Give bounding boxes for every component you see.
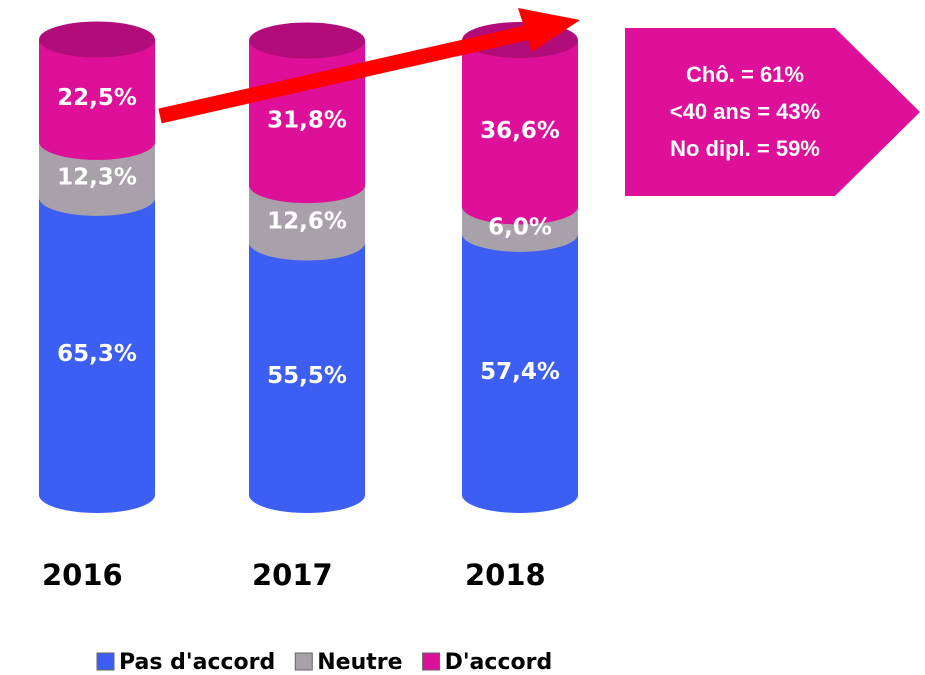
annotation-line: <40 ans = 43% [670,99,820,124]
legend-label: D'accord [445,650,553,675]
cylinder-segment [249,185,365,261]
x-tick-label: 2016 [42,558,123,592]
cylinder-segment [462,40,578,225]
value-label: 31,8% [267,107,347,133]
cylinder-top [39,21,155,58]
value-label: 6,0% [488,215,552,241]
legend-label: Neutre [317,650,402,675]
legend-label: Pas d'accord [119,650,275,675]
legend-swatch [294,652,313,671]
value-label: 12,3% [57,164,137,190]
cylinder-top [249,22,365,59]
cylinder-segment [39,39,155,160]
legend-swatch [422,652,441,671]
x-tick-label: 2018 [465,558,546,592]
value-label: 22,5% [57,85,137,111]
value-label: 36,6% [480,118,560,144]
cylinder-segment [39,141,155,216]
cylinder-segment [39,197,155,513]
cylinder-segment [462,233,578,513]
legend-swatch [96,652,115,671]
trend-arrow [158,8,580,124]
annotation-line: Chô. = 61% [686,62,804,87]
x-tick-label: 2017 [252,558,333,592]
cylinder-segment [249,242,365,513]
value-label: 55,5% [267,363,347,389]
annotation-line: No dipl. = 59% [670,136,820,161]
value-label: 12,6% [267,208,347,234]
value-label: 65,3% [57,341,137,367]
annotation-box [625,28,920,196]
value-label: 57,4% [480,359,560,385]
